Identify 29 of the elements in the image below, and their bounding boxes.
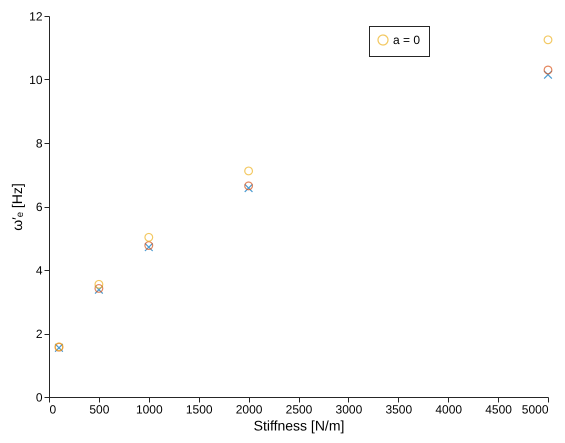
point bbox=[94, 280, 104, 289]
point bbox=[244, 166, 254, 176]
point bbox=[144, 232, 154, 242]
y-tick-label: 10 bbox=[29, 73, 43, 87]
point bbox=[544, 70, 552, 80]
x-tick-label: 1000 bbox=[136, 402, 163, 416]
y-tick-label: 2 bbox=[36, 327, 43, 341]
x-tick-label: 3000 bbox=[336, 402, 363, 416]
x-tick-label: 3500 bbox=[385, 402, 412, 416]
x-tick-label: 0 bbox=[50, 402, 56, 416]
point bbox=[244, 184, 254, 193]
x-tick-label: 4000 bbox=[435, 402, 462, 416]
y-tick-label: 4 bbox=[36, 264, 43, 278]
x-tick-label: 5000 bbox=[522, 402, 549, 416]
point bbox=[544, 35, 552, 44]
x-tick-label: 2500 bbox=[286, 402, 313, 416]
point bbox=[244, 181, 254, 190]
legend-label: a = 0 bbox=[393, 33, 420, 47]
y-axis-title: ω′ₑ [Hz] bbox=[9, 183, 26, 231]
y-tick-label: 8 bbox=[36, 136, 43, 150]
x-tick-label: 1500 bbox=[186, 402, 213, 416]
y-tick-label: 12 bbox=[29, 10, 43, 24]
x-tick-label: 2000 bbox=[236, 402, 263, 416]
x-tick-label: 4500 bbox=[485, 402, 512, 416]
x-axis-title: Stiffness [N/m] bbox=[254, 418, 344, 434]
y-tick-label: 0 bbox=[36, 390, 43, 404]
x-tick-label: 500 bbox=[89, 402, 110, 416]
point bbox=[544, 66, 552, 74]
y-tick-label: 6 bbox=[36, 200, 43, 214]
